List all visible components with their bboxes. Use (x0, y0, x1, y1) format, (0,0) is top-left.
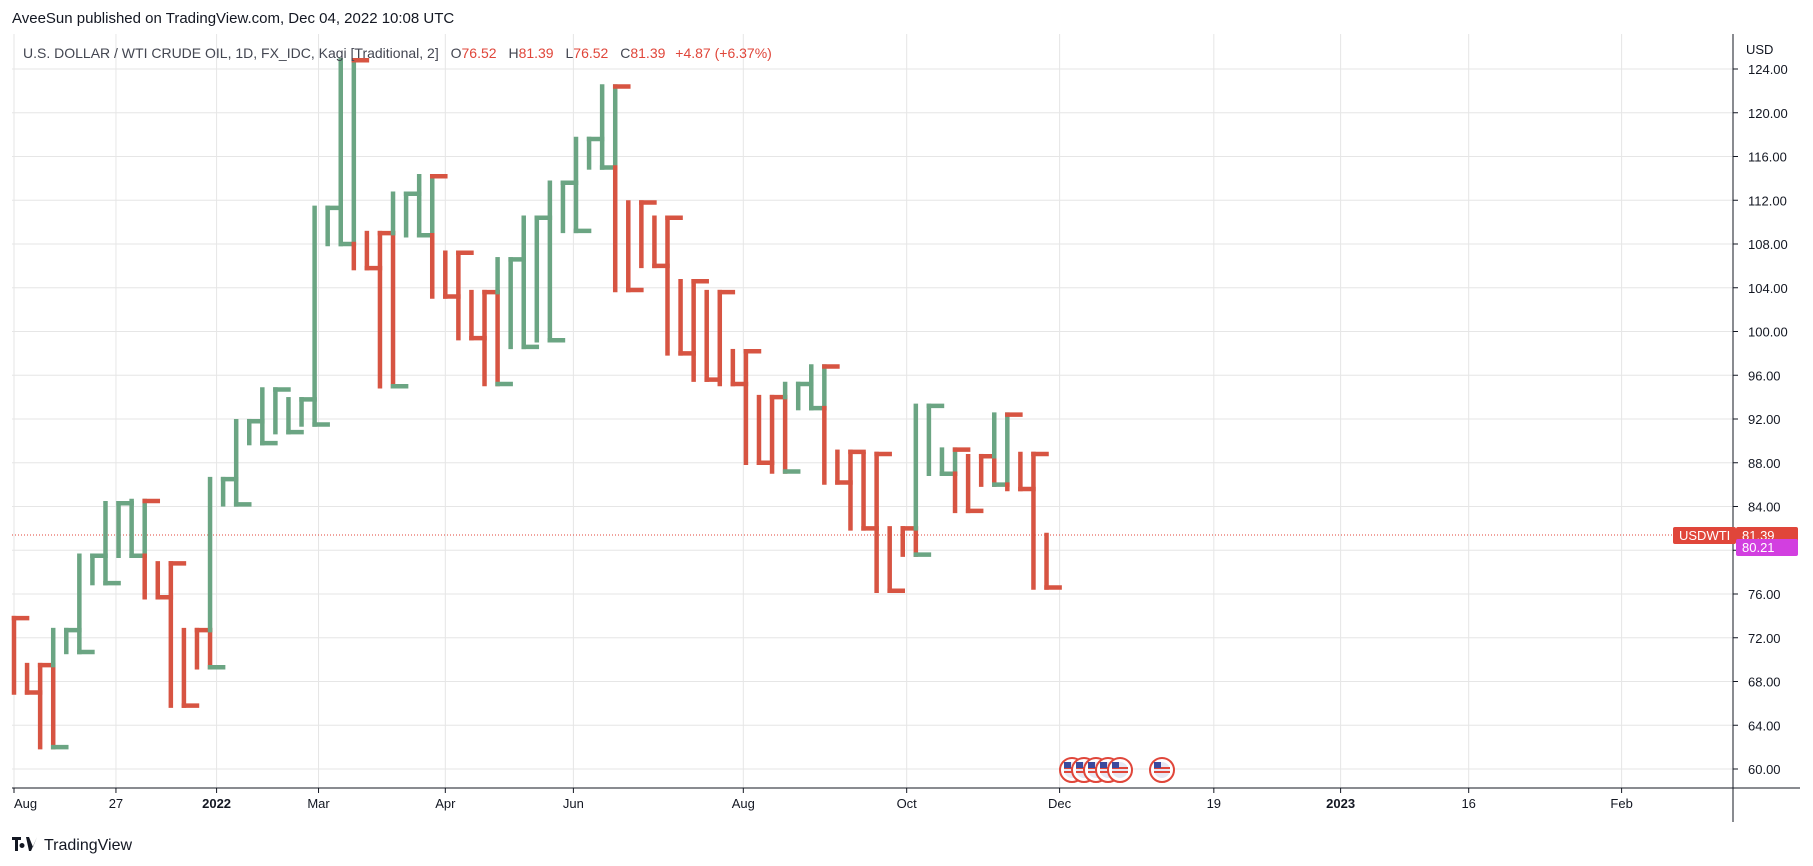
legend-symbol: U.S. DOLLAR / WTI CRUDE OIL, 1D, FX_IDC,… (23, 45, 439, 61)
flag-stripe (1154, 771, 1170, 773)
price-tick-label: 88.00 (1748, 456, 1781, 471)
time-tick-label: 16 (1461, 796, 1475, 811)
price-tick-label: 64.00 (1748, 718, 1781, 733)
second-price-tag: 80.21 (1736, 539, 1798, 557)
time-tick-label: 19 (1207, 796, 1221, 811)
legend-high-value: 81.39 (518, 45, 554, 61)
flag-canton (1154, 762, 1161, 768)
economic-events[interactable] (1059, 757, 1175, 783)
price-tick-label: 92.00 (1748, 412, 1781, 427)
us-flag-event-icon[interactable] (1149, 757, 1175, 783)
time-tick-label: 27 (109, 796, 123, 811)
price-tick-label: 100.00 (1748, 325, 1788, 340)
flag-stripe (1112, 767, 1128, 769)
kagi-series (11, 58, 1062, 750)
time-tick-label: Mar (307, 796, 330, 811)
price-axis: 60.0064.0068.0072.0076.0080.0084.0088.00… (1733, 62, 1788, 777)
flag-canton (1088, 762, 1095, 768)
time-tick-label: 2022 (202, 796, 231, 811)
time-tick-label: Aug (732, 796, 755, 811)
brand-name: TradingView (44, 837, 133, 854)
flag-stripe (1112, 771, 1128, 773)
time-tick-label: Jun (563, 796, 584, 811)
time-tick-label: Feb (1610, 796, 1632, 811)
last-price-tag: 81.39 (1736, 526, 1798, 544)
legend-close-label: C (620, 45, 631, 61)
time-tick-label: Dec (1048, 796, 1072, 811)
price-tick-label: 112.00 (1748, 193, 1787, 208)
legend-low-value: 76.52 (573, 45, 609, 61)
time-axis: Aug 27 2022 Mar Apr Jun Aug Oct Dec 19 2023 16 Feb (13, 788, 1633, 811)
us-flag-event-icon[interactable] (1107, 757, 1133, 783)
flag-canton (1064, 762, 1071, 768)
flag-stripe (1154, 767, 1170, 769)
tradingview-brand[interactable]: TradingView (12, 836, 132, 856)
price-tick-label: 96.00 (1748, 368, 1781, 383)
price-tick-label: 72.00 (1748, 631, 1781, 646)
time-tick-label: Oct (897, 796, 918, 811)
legend-change: +4.87 (+6.37%) (675, 45, 772, 61)
flag-canton (1100, 762, 1107, 768)
flag-canton (1076, 762, 1083, 768)
price-tick-label: 104.00 (1748, 281, 1788, 296)
price-tick-label: 68.00 (1748, 675, 1781, 690)
price-tick-label: 120.00 (1748, 106, 1788, 121)
price-axis-unit: USD (1746, 42, 1773, 57)
price-tick-label: 76.00 (1748, 587, 1781, 602)
legend-high-label: H (508, 45, 519, 61)
published-caption: AveeSun published on TradingView.com, De… (12, 10, 455, 27)
tradingview-logo-icon (12, 836, 38, 856)
price-tick-label: 60.00 (1748, 762, 1781, 777)
price-tick-label: 124.00 (1748, 62, 1788, 77)
grid (12, 34, 1733, 788)
legend-open-value: 76.52 (461, 45, 497, 61)
legend-close-value: 81.39 (630, 45, 666, 61)
time-tick-label: Apr (435, 796, 456, 811)
symbol-legend: U.S. DOLLAR / WTI CRUDE OIL, 1D, FX_IDC,… (23, 45, 772, 61)
legend-low-label: L (565, 45, 574, 61)
price-tick-label: 84.00 (1748, 500, 1781, 515)
legend-open-label: O (450, 45, 462, 61)
flag-canton (1112, 762, 1119, 768)
price-tick-label: 108.00 (1748, 237, 1788, 252)
symbol-price-tag: USDWTI (1673, 526, 1737, 544)
time-tick-label: 2023 (1326, 796, 1355, 811)
price-tick-label: 116.00 (1748, 150, 1787, 165)
time-tick-label: Aug (14, 796, 37, 811)
